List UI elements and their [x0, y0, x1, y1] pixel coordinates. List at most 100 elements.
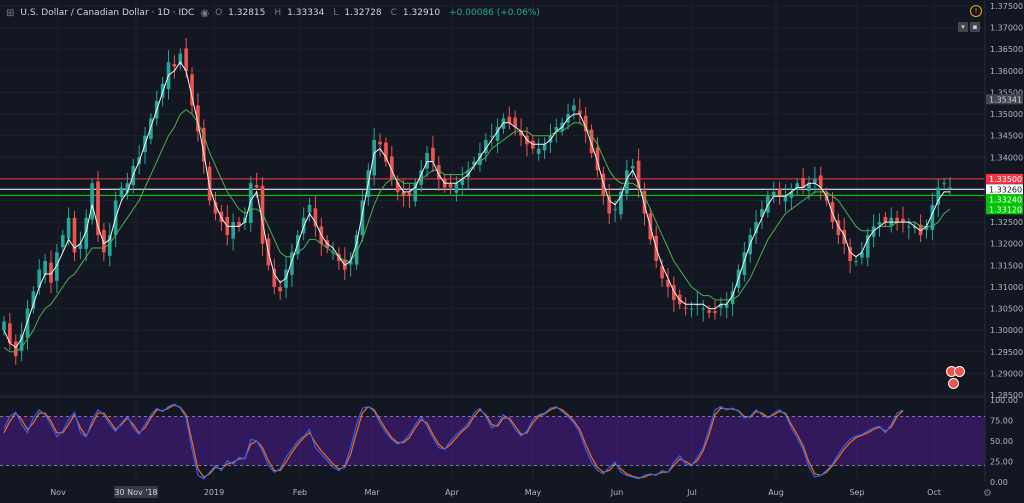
candle-body — [125, 183, 130, 193]
candle-body — [554, 127, 559, 131]
candle-body — [719, 304, 723, 308]
candle-body — [642, 190, 647, 214]
maximize-pane-icon[interactable]: ▪ — [970, 22, 980, 32]
event-badge-icon[interactable] — [948, 378, 959, 389]
x-tick-label: May — [525, 488, 542, 497]
candle-body — [107, 235, 112, 256]
candle-body — [595, 147, 600, 171]
y-tick-label: 1.30500 — [990, 305, 1023, 314]
candle-body — [542, 144, 547, 151]
candle-body — [619, 191, 623, 215]
y-tick-label: 1.34000 — [990, 153, 1023, 162]
candle-body — [578, 110, 582, 115]
candle-body — [501, 118, 506, 129]
osc-tick-label: 25.00 — [990, 458, 1013, 467]
expand-icon[interactable]: ⊞ — [6, 7, 15, 19]
candle-body — [630, 165, 635, 169]
x-tick-label: Jun — [610, 488, 624, 497]
candle-body — [37, 269, 42, 288]
price-tag-label: 1.33500 — [989, 175, 1022, 184]
symbol-title[interactable]: U.S. Dollar / Canadian Dollar · 1D · IDC — [20, 8, 195, 18]
candle-body — [507, 116, 512, 123]
y-tick-label: 1.37500 — [990, 2, 1023, 11]
candle-body — [613, 209, 617, 211]
candle-body — [478, 152, 482, 166]
candle-body — [278, 286, 282, 292]
candle-body — [196, 105, 200, 132]
candle-body — [354, 235, 359, 265]
price-axis[interactable]: 1.37500 1.37000 1.36500 1.36000 1.35500 1.350… — [984, 0, 1023, 482]
candle-body — [466, 170, 471, 178]
y-tick-label: 1.34500 — [990, 132, 1023, 141]
moving-average-slow — [3, 109, 951, 353]
candle-body — [96, 181, 100, 236]
candle-body — [836, 220, 841, 236]
change-value: +0.00086 (+0.06%) — [449, 8, 540, 18]
candle-body — [842, 229, 847, 244]
candle-body — [813, 178, 817, 184]
candle-body — [854, 261, 858, 263]
y-tick-label: 1.29000 — [990, 369, 1023, 378]
candle-body — [672, 285, 676, 300]
y-tick-label: 1.29500 — [990, 348, 1023, 357]
low-label: L — [333, 8, 339, 18]
candle-body — [848, 247, 852, 262]
x-tick-label: Mar — [364, 488, 380, 497]
candle-body — [495, 127, 500, 141]
candle-body — [360, 200, 365, 236]
candle-body — [742, 252, 747, 275]
candle-body — [231, 222, 235, 239]
candle-body — [401, 191, 406, 197]
time-axis[interactable]: Nov 30 Nov '18 2019 Feb Mar Apr May Jun Jul Aug Se… — [50, 486, 941, 498]
candle-body — [60, 235, 65, 248]
candle-body — [818, 175, 823, 188]
osc-tick-label: 0.00 — [990, 478, 1008, 487]
candle-body — [31, 291, 36, 309]
pane-tools: ▾ ▪ — [958, 22, 980, 32]
candle-body — [55, 252, 59, 281]
candle-body — [25, 308, 30, 338]
candle-body — [8, 323, 12, 344]
candle-body — [160, 83, 165, 98]
candle-body — [583, 115, 588, 132]
y-tick-label: 1.35000 — [990, 110, 1023, 119]
event-badge-icon[interactable] — [954, 366, 965, 377]
candle-body — [701, 308, 706, 310]
candle-body — [72, 217, 77, 253]
candle-body — [2, 321, 6, 331]
price-tag-label: 1.33120 — [989, 205, 1022, 214]
candle-body — [372, 139, 376, 176]
candle-body — [636, 160, 641, 188]
clock-icon[interactable]: ! — [970, 5, 982, 17]
price-tag — [986, 204, 1023, 215]
y-tick-label: 1.37000 — [990, 24, 1023, 33]
candle-body — [190, 74, 194, 106]
x-tick-label: Nov — [50, 488, 66, 497]
candle-body — [689, 308, 694, 310]
candle-body — [78, 243, 83, 249]
candle-body — [425, 152, 429, 169]
candle-body — [84, 217, 89, 249]
price-tag-label: 1.33240 — [989, 195, 1022, 204]
gear-icon[interactable]: ⚙ — [983, 488, 992, 499]
price-tag — [986, 184, 1023, 195]
y-tick-label: 1.32000 — [990, 240, 1023, 249]
crosshair-date-box — [114, 486, 158, 498]
candle-body — [860, 252, 864, 258]
candle-body — [254, 184, 259, 188]
candle-body — [536, 148, 541, 154]
event-badges[interactable] — [946, 366, 976, 390]
y-tick-label: 1.30000 — [990, 326, 1023, 335]
candle-body — [754, 222, 758, 234]
eye-icon[interactable]: ◉ — [200, 7, 210, 19]
candle-body — [771, 191, 776, 197]
candle-body — [43, 261, 47, 275]
oscillator-axis[interactable]: 100.00 75.00 50.00 25.00 0.00 — [0, 396, 1018, 487]
collapse-pane-icon[interactable]: ▾ — [958, 22, 968, 32]
high-value: 1.33334 — [287, 8, 325, 18]
candle-body — [907, 226, 911, 228]
high-label: H — [274, 8, 282, 18]
candle-body — [783, 196, 788, 202]
